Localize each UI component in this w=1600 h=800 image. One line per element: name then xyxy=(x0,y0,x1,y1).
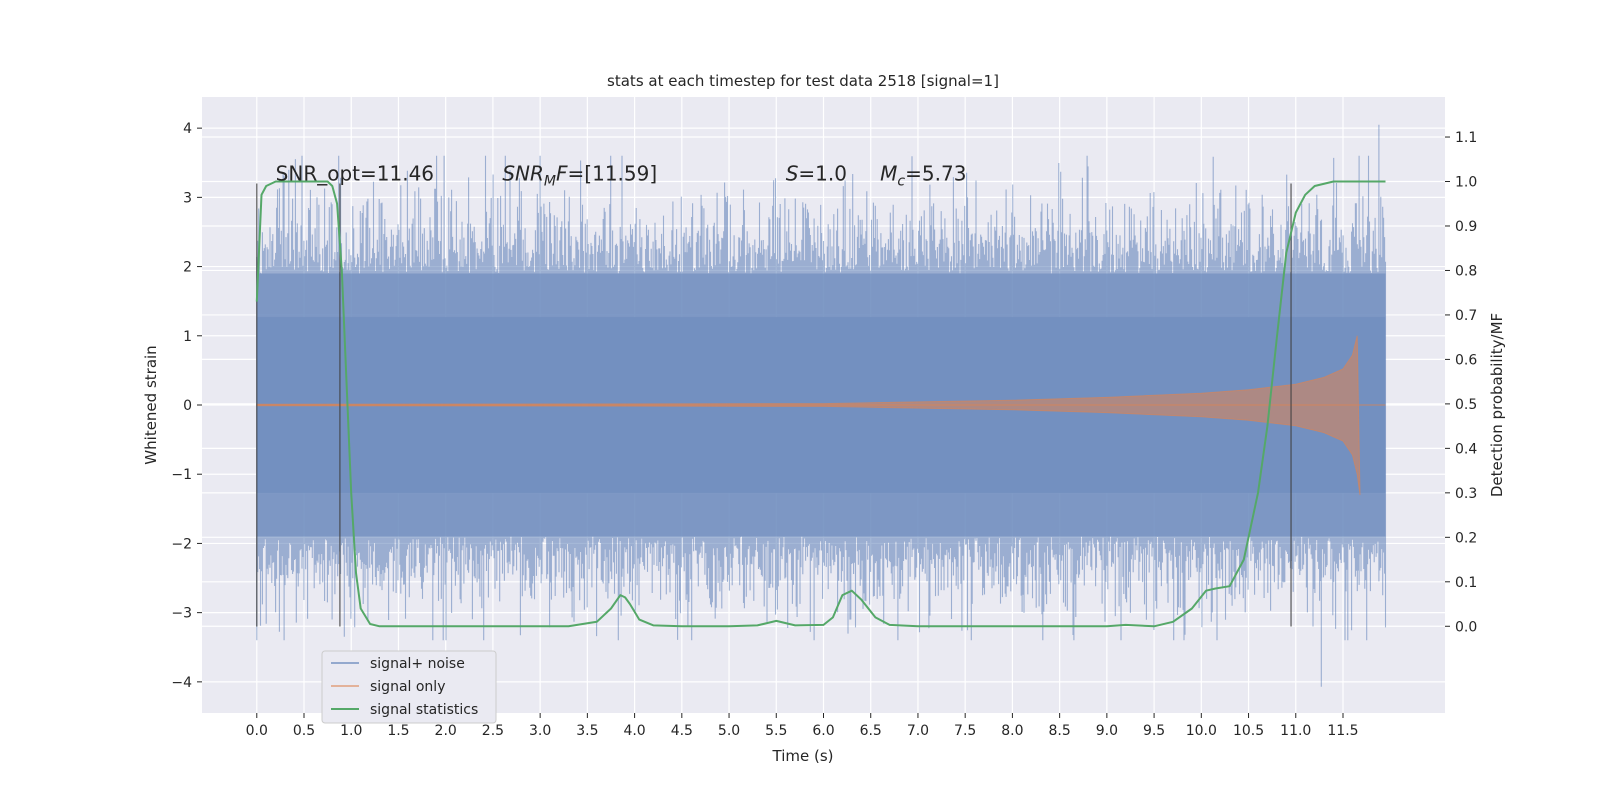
x-tick-label-0: 0.0 xyxy=(246,723,268,739)
x-tick-label-13: 6.5 xyxy=(860,723,882,739)
signal-envelope xyxy=(256,335,1361,496)
yr-tick-label-5: 0.5 xyxy=(1455,397,1477,413)
yl-tick-label-7: 3 xyxy=(183,190,192,206)
x-tick-label-6: 3.0 xyxy=(529,723,551,739)
x-tick-label-22: 11.0 xyxy=(1280,723,1311,739)
chart-title: stats at each timestep for test data 251… xyxy=(607,72,999,90)
signal-statistics-series xyxy=(255,180,1386,628)
yl-tick-label-8: 4 xyxy=(183,121,192,137)
legend-item-signal: signal only xyxy=(370,679,445,695)
statistics-line xyxy=(255,180,1386,628)
x-tick-label-9: 4.5 xyxy=(671,723,693,739)
annotation-3: Mc=5.73 xyxy=(880,162,966,190)
yl-tick-label-0: −4 xyxy=(171,675,192,691)
yl-tick-label-1: −3 xyxy=(171,606,192,622)
annotation-0: SNR_opt=11.46 xyxy=(276,162,434,186)
x-tick-label-20: 10.0 xyxy=(1186,723,1217,739)
y-axis-right-label: Detection probability/MF xyxy=(1488,313,1506,497)
x-tick-label-15: 7.5 xyxy=(954,723,976,739)
x-tick-label-23: 11.5 xyxy=(1327,723,1358,739)
yr-tick-label-0: 0.0 xyxy=(1455,619,1477,635)
x-axis-ticks: 0.0 0.5 1.0 1.5 2.0 2.5 3.0 3.5 4.0 4.5 5.0 5.5 6.0 6… xyxy=(246,713,1359,739)
annotation-1: SNRMF=[11.59] xyxy=(502,162,657,190)
annotations: SNR_opt=11.46 SNRMF=[11.59] S=1.0 Mc=5.73 xyxy=(276,162,967,190)
x-tick-label-14: 7.0 xyxy=(907,723,929,739)
x-tick-label-16: 8.0 xyxy=(1001,723,1023,739)
legend-item-stats: signal statistics xyxy=(370,702,478,718)
x-tick-label-10: 5.0 xyxy=(718,723,740,739)
x-tick-label-4: 2.0 xyxy=(435,723,457,739)
legend-item-noise: signal+ noise xyxy=(370,656,465,672)
yr-tick-label-6: 0.6 xyxy=(1455,352,1477,368)
yr-tick-label-3: 0.3 xyxy=(1455,486,1477,502)
signal-only-series xyxy=(256,335,1386,496)
x-tick-label-17: 8.5 xyxy=(1048,723,1070,739)
x-axis-label: Time (s) xyxy=(772,747,834,765)
y-left-axis-ticks: −4 −3 −2 −1 0 1 2 3 4 xyxy=(171,121,202,691)
yl-tick-label-5: 1 xyxy=(183,329,192,345)
x-tick-label-12: 6.0 xyxy=(812,723,834,739)
x-tick-label-21: 10.5 xyxy=(1233,723,1264,739)
x-tick-label-11: 5.5 xyxy=(765,723,787,739)
yr-tick-label-9: 0.9 xyxy=(1455,219,1477,235)
y-axis-left-label: Whitened strain xyxy=(142,345,160,464)
yl-tick-label-6: 2 xyxy=(183,260,192,276)
x-tick-label-1: 0.5 xyxy=(293,723,315,739)
legend: signal+ noise signal only signal statist… xyxy=(321,650,497,724)
x-tick-label-8: 4.0 xyxy=(623,723,645,739)
y-right-axis-ticks: 0.0 0.1 0.2 0.3 0.4 0.5 0.6 0.7 0.8 0.9 1.0 1.1 xyxy=(1445,130,1477,635)
x-tick-label-2: 1.0 xyxy=(340,723,362,739)
x-tick-label-3: 1.5 xyxy=(387,723,409,739)
yr-tick-label-1: 0.1 xyxy=(1455,575,1477,591)
x-tick-label-5: 2.5 xyxy=(482,723,504,739)
yr-tick-label-8: 0.8 xyxy=(1455,263,1477,279)
yr-tick-label-11: 1.1 xyxy=(1455,130,1477,146)
yl-tick-label-2: −2 xyxy=(171,536,192,552)
x-tick-label-18: 9.0 xyxy=(1096,723,1118,739)
legend-frame xyxy=(321,650,497,724)
yr-tick-label-2: 0.2 xyxy=(1455,530,1477,546)
yl-tick-label-4: 0 xyxy=(183,398,192,414)
yl-tick-label-3: −1 xyxy=(171,467,192,483)
x-tick-label-19: 9.5 xyxy=(1143,723,1165,739)
x-tick-label-7: 3.5 xyxy=(576,723,598,739)
yr-tick-label-7: 0.7 xyxy=(1455,308,1477,324)
yr-tick-label-10: 1.0 xyxy=(1455,175,1477,191)
annotation-2: S=1.0 xyxy=(786,162,847,186)
yr-tick-label-4: 0.4 xyxy=(1455,441,1477,457)
